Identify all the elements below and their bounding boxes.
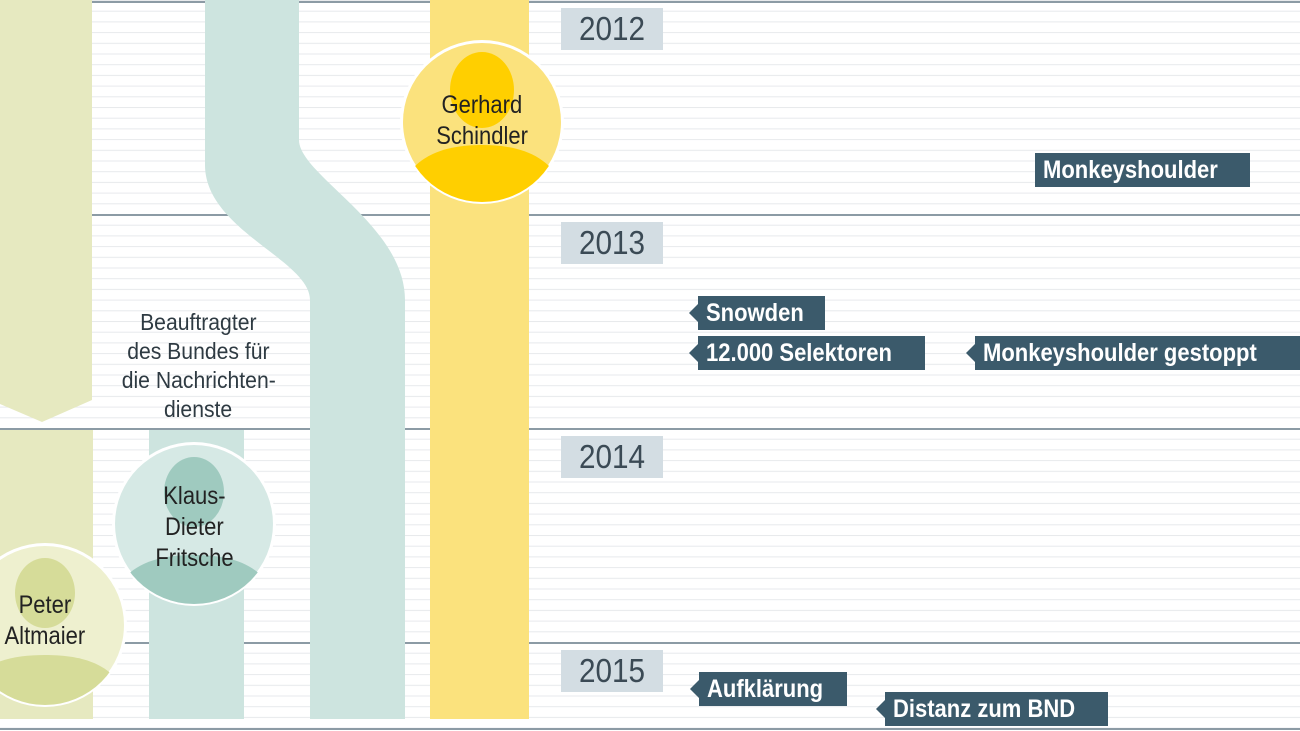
schindler-last-name: Schindler bbox=[436, 122, 528, 150]
year-label-2014: 2014 bbox=[561, 436, 663, 478]
fritsche-portrait bbox=[112, 442, 276, 606]
event-aufklaerung[interactable]: Aufklärung bbox=[690, 672, 847, 706]
event-distanz-zum-bnd[interactable]: Distanz zum BND bbox=[876, 692, 1108, 726]
fritsche-last-name: Fritsche bbox=[154, 544, 234, 572]
coordinator-caption: Beauftragter des Bundes für die Nachrich… bbox=[86, 308, 311, 424]
fritsche-first-name: Klaus- bbox=[162, 482, 226, 510]
event-12000-selektoren[interactable]: 12.000 Selektoren bbox=[688, 336, 926, 370]
coordinator-band-curve bbox=[205, 0, 405, 719]
event-snowden[interactable]: Snowden bbox=[688, 296, 826, 330]
year-label-2013: 2013 bbox=[561, 222, 663, 264]
caption-line-2: des Bundes für bbox=[127, 338, 270, 364]
caption-line-3: die Nachrichten- bbox=[121, 367, 276, 393]
event-monkeyshoulder-gestoppt[interactable]: Monkeyshoulder gestoppt bbox=[965, 336, 1300, 370]
year-label-2015: 2015 bbox=[561, 650, 663, 692]
year-label-2012: 2012 bbox=[561, 8, 663, 50]
altmaier-band-upper bbox=[0, 0, 92, 422]
caption-line-4: dienste bbox=[164, 396, 233, 422]
schindler-first-name: Gerhard bbox=[441, 91, 523, 119]
fritsche-middle-name: Dieter bbox=[164, 513, 224, 541]
caption-line-1: Beauftragter bbox=[140, 309, 257, 335]
fritsche-name: Klaus- Dieter Fritsche bbox=[114, 481, 274, 574]
altmaier-last-name: Altmaier bbox=[4, 622, 86, 650]
altmaier-name: Peter Altmaier bbox=[0, 590, 125, 652]
altmaier-first-name: Peter bbox=[18, 591, 72, 619]
schindler-portrait bbox=[400, 40, 564, 204]
schindler-name: Gerhard Schindler bbox=[402, 90, 562, 152]
event-monkeyshoulder[interactable]: Monkeyshoulder bbox=[1035, 153, 1250, 187]
